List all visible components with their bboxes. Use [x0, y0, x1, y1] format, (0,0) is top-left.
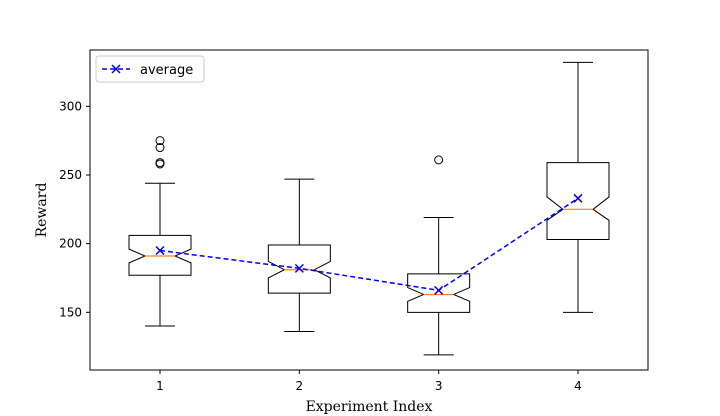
y-tick-label: 250: [59, 168, 82, 182]
outlier-point: [155, 158, 165, 168]
legend-marker: [111, 64, 121, 74]
x-axis-label: Experiment Index: [306, 399, 433, 415]
average-line: [159, 197, 579, 292]
legend-box: [95, 55, 205, 83]
average-marker: [434, 285, 444, 295]
box-1: [128, 136, 192, 327]
notched-box: [407, 273, 471, 313]
box-2: [267, 178, 331, 333]
notched-box: [546, 162, 610, 241]
x-tick-label: 1: [156, 379, 164, 393]
y-axis-label: Reward: [34, 183, 50, 238]
average-marker: [294, 263, 304, 273]
outlier-point: [155, 136, 165, 146]
x-tick-label: 2: [296, 379, 304, 393]
outlier-point: [434, 155, 444, 165]
box-4: [546, 61, 610, 313]
y-tick-label: 200: [59, 237, 82, 251]
box-3: [407, 155, 471, 356]
x-tick-label: 4: [574, 379, 582, 393]
legend-label: average: [140, 63, 193, 78]
plot-area: [89, 49, 649, 371]
outlier-point: [155, 143, 165, 153]
y-tick-label: 300: [59, 99, 82, 113]
notched-box: [128, 234, 192, 276]
notched-box: [267, 244, 331, 294]
average-marker: [573, 193, 583, 203]
x-tick-label: 3: [435, 379, 443, 393]
legend: average: [95, 55, 205, 83]
y-tick-label: 150: [59, 305, 82, 319]
average-marker: [155, 245, 165, 256]
